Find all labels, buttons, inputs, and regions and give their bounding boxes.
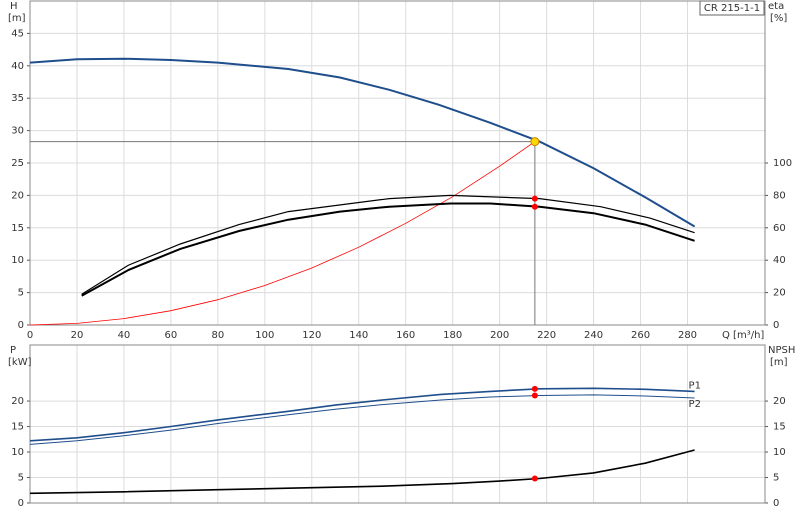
y-axis-unit: [kW]	[8, 357, 32, 368]
y-tick-label: 20	[11, 396, 24, 407]
y-tick-label: 40	[11, 61, 24, 72]
y-tick-label: 20	[11, 190, 24, 201]
y2-tick-label: 20	[773, 288, 786, 299]
x-tick-label: 140	[349, 330, 368, 341]
y2-tick-label: 60	[773, 223, 786, 234]
y2-axis-unit: [m]	[770, 357, 788, 368]
curve	[29, 394, 695, 445]
x-tick-label: 60	[165, 330, 178, 341]
y2-tick-label: 20	[773, 396, 786, 407]
y2-tick-label: 0	[773, 498, 779, 509]
x-tick-label: 180	[443, 330, 462, 341]
operating-marker	[531, 195, 538, 202]
legend-label: P2	[689, 399, 701, 410]
curve	[29, 449, 695, 495]
curve	[81, 194, 695, 295]
y2-tick-label: 100	[773, 158, 792, 169]
plot-frame	[29, 0, 766, 326]
x-tick-label: 20	[71, 330, 84, 341]
x-tick-label: 160	[396, 330, 415, 341]
x-tick-label: 100	[255, 330, 274, 341]
x-tick-label: 280	[678, 330, 697, 341]
x-tick-label: 240	[584, 330, 603, 341]
curve	[29, 141, 536, 326]
x-tick-label: 120	[302, 330, 321, 341]
y-tick-label: 10	[11, 255, 24, 266]
curve	[29, 387, 695, 442]
y-tick-label: 0	[18, 320, 24, 331]
y-tick-label: 15	[11, 422, 24, 433]
y2-tick-label: 5	[773, 473, 779, 484]
legend-label: P1	[689, 380, 701, 391]
y2-tick-label: 10	[773, 447, 786, 458]
y2-tick-label: 0	[773, 320, 779, 331]
y-tick-label: 45	[11, 28, 24, 39]
y-tick-label: 30	[11, 126, 24, 137]
x-tick-label: 260	[631, 330, 650, 341]
y2-axis-label: eta	[768, 1, 784, 12]
y2-tick-label: 80	[773, 190, 786, 201]
x-tick-label: 40	[118, 330, 131, 341]
y-tick-label: 25	[11, 158, 24, 169]
x-tick-label: 80	[211, 330, 224, 341]
operating-marker	[531, 392, 538, 399]
curve	[81, 202, 695, 297]
operating-marker	[531, 385, 538, 392]
y-tick-label: 0	[18, 498, 24, 509]
y-tick-label: 35	[11, 93, 24, 104]
duty-point	[530, 137, 540, 147]
y-tick-label: 10	[11, 447, 24, 458]
y2-axis-unit: [%]	[770, 13, 787, 24]
y2-tick-label: 15	[773, 422, 786, 433]
operating-marker	[531, 475, 538, 482]
plot-frame	[29, 344, 766, 504]
operating-marker	[531, 203, 538, 210]
y2-tick-label: 40	[773, 255, 786, 266]
x-tick-label: 220	[537, 330, 556, 341]
y2-axis-label: NPSH	[768, 345, 795, 356]
chart-title: CR 215-1-1	[704, 3, 760, 14]
y-tick-label: 15	[11, 223, 24, 234]
title-box	[699, 0, 765, 16]
x-axis-label: Q [m³/h]	[722, 330, 764, 341]
y-axis-unit: [m]	[8, 13, 26, 24]
y-tick-label: 5	[18, 473, 24, 484]
y-tick-label: 5	[18, 288, 24, 299]
y-axis-label: P	[10, 345, 16, 356]
x-tick-label: 0	[27, 330, 33, 341]
y-axis-label: H	[10, 1, 18, 12]
x-tick-label: 200	[490, 330, 509, 341]
curve	[29, 57, 696, 228]
